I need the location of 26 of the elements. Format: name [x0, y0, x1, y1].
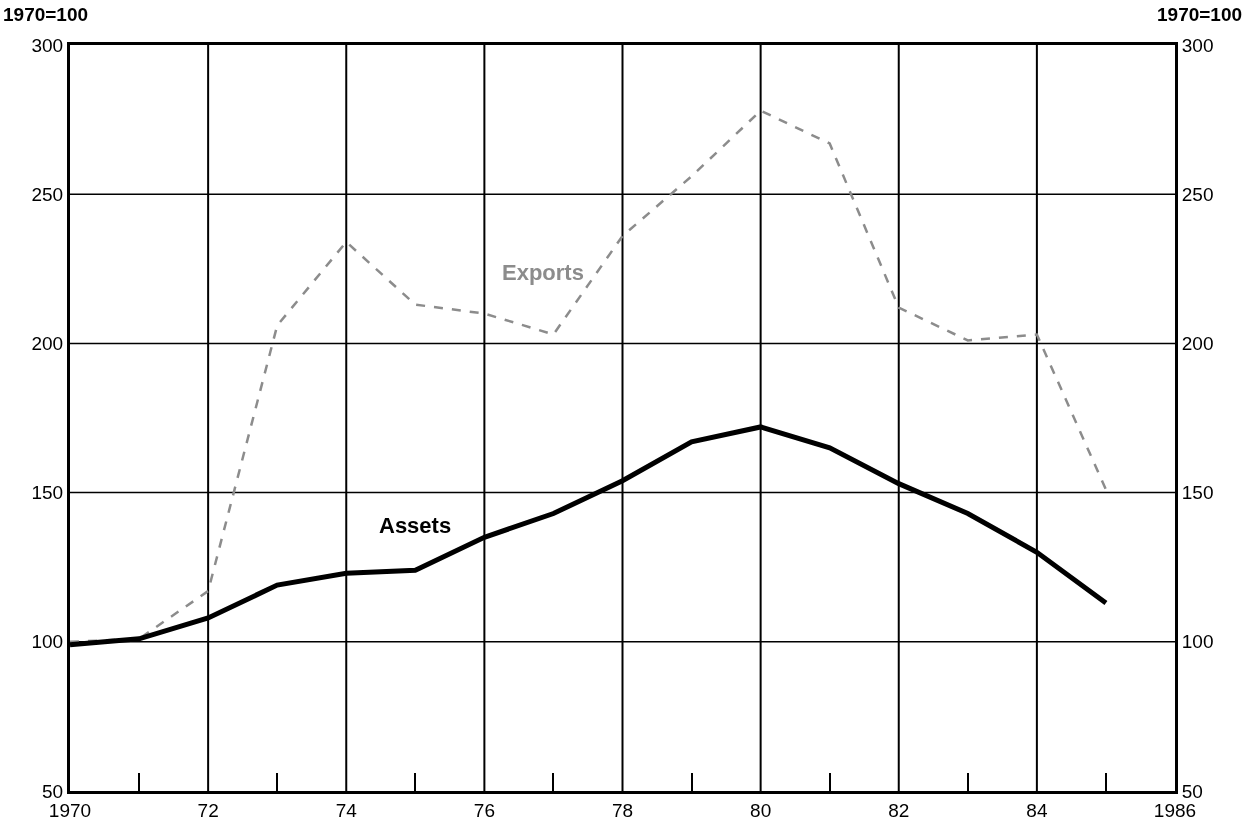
y-tick-label: 250 [31, 183, 64, 205]
y-tick-label: 50 [42, 780, 64, 802]
series-label: Exports [502, 260, 584, 285]
y2-axis-title: 1970=100 [1157, 4, 1243, 25]
y2-tick-label: 50 [1181, 780, 1203, 802]
x-tick-label: 84 [1026, 799, 1048, 821]
y-axis-title: 1970=100 [3, 4, 89, 25]
x-tick-label: 82 [888, 799, 910, 821]
x-tick-label: 72 [197, 799, 219, 821]
x-tick-label: 80 [750, 799, 772, 821]
line-series [70, 109, 1108, 644]
x-tick-label: 76 [473, 799, 495, 821]
y2-tick-label: 250 [1181, 183, 1214, 205]
y-tick-label: 200 [31, 333, 64, 355]
y-tick-label: 300 [31, 34, 64, 56]
y2-tick-label: 100 [1181, 631, 1214, 653]
series-label: Assets [379, 513, 452, 538]
x-tick-label: 1970 [48, 799, 92, 821]
y2-tick-label: 300 [1181, 34, 1214, 56]
y-tick-label: 100 [31, 631, 64, 653]
y2-tick-label: 200 [1181, 333, 1214, 355]
x-tick-label: 78 [611, 799, 634, 821]
x-tick-label: 1986 [1153, 799, 1197, 821]
y2-tick-label: 150 [1181, 482, 1214, 504]
x-tick-label: 74 [335, 799, 358, 821]
y-tick-label: 150 [31, 482, 64, 504]
